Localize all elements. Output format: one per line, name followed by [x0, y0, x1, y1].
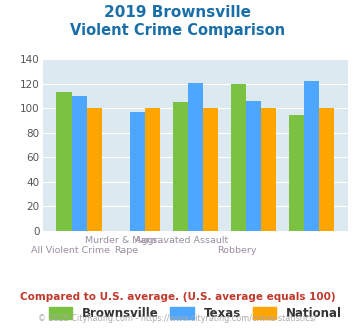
- Text: Murder & Mans...: Murder & Mans...: [85, 236, 166, 245]
- Text: Aggravated Assault: Aggravated Assault: [135, 236, 228, 245]
- Bar: [261, 109, 276, 231]
- Text: © 2025 CityRating.com - https://www.cityrating.com/crime-statistics/: © 2025 CityRating.com - https://www.city…: [38, 314, 317, 323]
- Bar: [87, 109, 102, 231]
- Legend: Brownsville, Texas, National: Brownsville, Texas, National: [44, 302, 346, 325]
- Text: 2019 Brownsville: 2019 Brownsville: [104, 5, 251, 20]
- Text: Robbery: Robbery: [217, 246, 257, 255]
- Bar: [173, 102, 188, 231]
- Text: Rape: Rape: [114, 246, 138, 255]
- Bar: [188, 83, 203, 231]
- Bar: [130, 112, 145, 231]
- Bar: [56, 92, 72, 231]
- Text: All Violent Crime: All Violent Crime: [31, 246, 110, 255]
- Bar: [304, 82, 319, 231]
- Bar: [72, 96, 87, 231]
- Bar: [145, 109, 160, 231]
- Text: Violent Crime Comparison: Violent Crime Comparison: [70, 23, 285, 38]
- Bar: [203, 109, 218, 231]
- Bar: [319, 109, 334, 231]
- Bar: [231, 84, 246, 231]
- Bar: [246, 101, 261, 231]
- Bar: [289, 115, 304, 231]
- Text: Compared to U.S. average. (U.S. average equals 100): Compared to U.S. average. (U.S. average …: [20, 292, 335, 302]
